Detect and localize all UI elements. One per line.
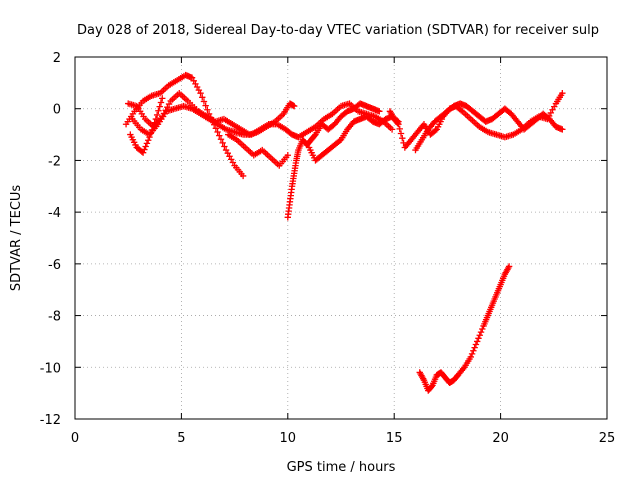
data-point (467, 353, 475, 361)
data-point (388, 126, 396, 133)
data-point (153, 111, 161, 119)
x-tick-label: 25 (599, 431, 616, 446)
data-point (152, 115, 160, 123)
data-point (204, 106, 211, 113)
data-point (290, 102, 298, 110)
data-points (122, 71, 566, 394)
y-tick-label: -4 (48, 206, 61, 221)
data-point (155, 107, 162, 114)
data-point (202, 102, 209, 109)
data-point (143, 140, 151, 147)
data-point (145, 137, 152, 144)
data-point (141, 146, 148, 153)
data-point (156, 103, 163, 110)
y-tick-label: -6 (48, 258, 61, 273)
data-point (396, 125, 403, 133)
data-point (199, 94, 206, 101)
data-point (472, 341, 480, 348)
x-tick-label: 0 (71, 431, 79, 446)
chart-title: Day 028 of 2018, Sidereal Day-to-day VTE… (77, 23, 599, 38)
data-point (217, 136, 225, 143)
data-point (395, 121, 402, 128)
data-point (399, 134, 406, 142)
x-tick-label: 15 (386, 431, 403, 446)
data-point (157, 99, 165, 106)
grid-lines (75, 57, 607, 419)
data-point (139, 149, 147, 156)
y-tick-label: 2 (53, 51, 61, 66)
x-tick-label: 10 (280, 431, 297, 446)
data-point (394, 119, 401, 127)
data-point (479, 325, 486, 333)
data-point (473, 338, 481, 345)
data-point (214, 128, 221, 136)
data-point (146, 133, 153, 141)
data-point (150, 123, 157, 130)
x-tick-label: 20 (492, 431, 509, 446)
y-tick-label: -2 (48, 154, 61, 169)
data-point (376, 108, 383, 115)
y-tick-label: -8 (48, 310, 61, 325)
data-point (559, 90, 566, 97)
data-point (197, 90, 204, 97)
data-point (559, 126, 566, 133)
y-tick-label: 0 (53, 103, 61, 118)
x-tick-label: 5 (177, 431, 185, 446)
satellite-track-4 (127, 95, 166, 156)
data-point (470, 347, 477, 354)
data-point (475, 335, 482, 342)
satellite-track-10 (416, 263, 513, 394)
data-point (284, 152, 291, 159)
data-point (397, 130, 405, 137)
satellite-track-1 (122, 71, 247, 180)
plot-frame (74, 56, 608, 420)
y-tick-label: -12 (40, 413, 61, 428)
data-point (221, 143, 228, 150)
y-axis-title: SDTVAR / TECUs (9, 185, 24, 292)
data-point (200, 98, 208, 105)
satellite-track-6 (284, 100, 383, 221)
data-point (147, 130, 154, 137)
data-point (151, 119, 158, 126)
data-point (432, 127, 439, 134)
satellite-track-5 (225, 131, 291, 169)
data-point (239, 172, 247, 180)
data-point (471, 344, 478, 351)
y-tick-label: -10 (40, 361, 61, 376)
satellite-track-9 (412, 100, 566, 154)
data-point (505, 263, 513, 270)
data-point (148, 126, 156, 134)
data-point (159, 95, 166, 102)
data-point (216, 132, 223, 139)
data-point (477, 328, 485, 336)
x-axis-title: GPS time / hours (287, 460, 396, 475)
data-point (142, 143, 149, 150)
satellite-track-7 (305, 113, 402, 164)
data-point (219, 139, 226, 147)
data-point (468, 350, 476, 358)
data-point (476, 332, 483, 339)
